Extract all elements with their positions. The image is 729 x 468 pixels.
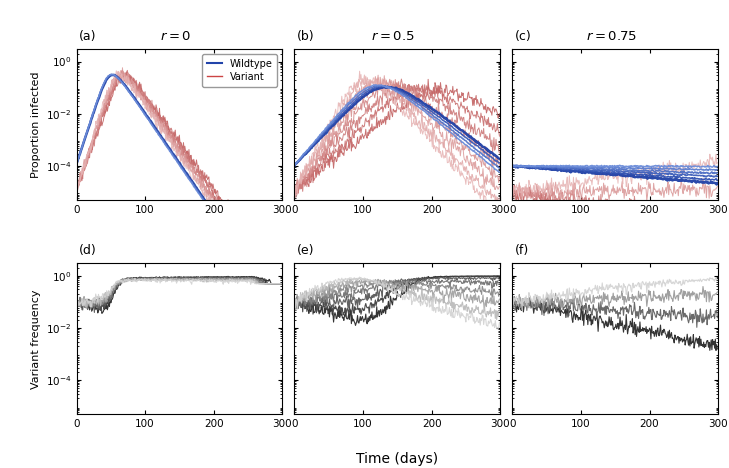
Text: (a): (a) bbox=[79, 30, 96, 43]
Legend: Wildtype, Variant: Wildtype, Variant bbox=[203, 54, 277, 87]
Text: (d): (d) bbox=[79, 244, 96, 257]
Text: (f): (f) bbox=[515, 244, 529, 257]
Text: $r = 0$: $r = 0$ bbox=[160, 30, 191, 43]
Y-axis label: Proportion infected: Proportion infected bbox=[31, 71, 41, 178]
Text: (e): (e) bbox=[297, 244, 314, 257]
Text: Time (days): Time (days) bbox=[356, 452, 438, 466]
Text: (b): (b) bbox=[297, 30, 314, 43]
Y-axis label: Variant frequency: Variant frequency bbox=[31, 289, 41, 388]
Text: $r = 0.75$: $r = 0.75$ bbox=[585, 30, 636, 43]
Text: (c): (c) bbox=[515, 30, 531, 43]
Text: $r = 0.5$: $r = 0.5$ bbox=[371, 30, 415, 43]
